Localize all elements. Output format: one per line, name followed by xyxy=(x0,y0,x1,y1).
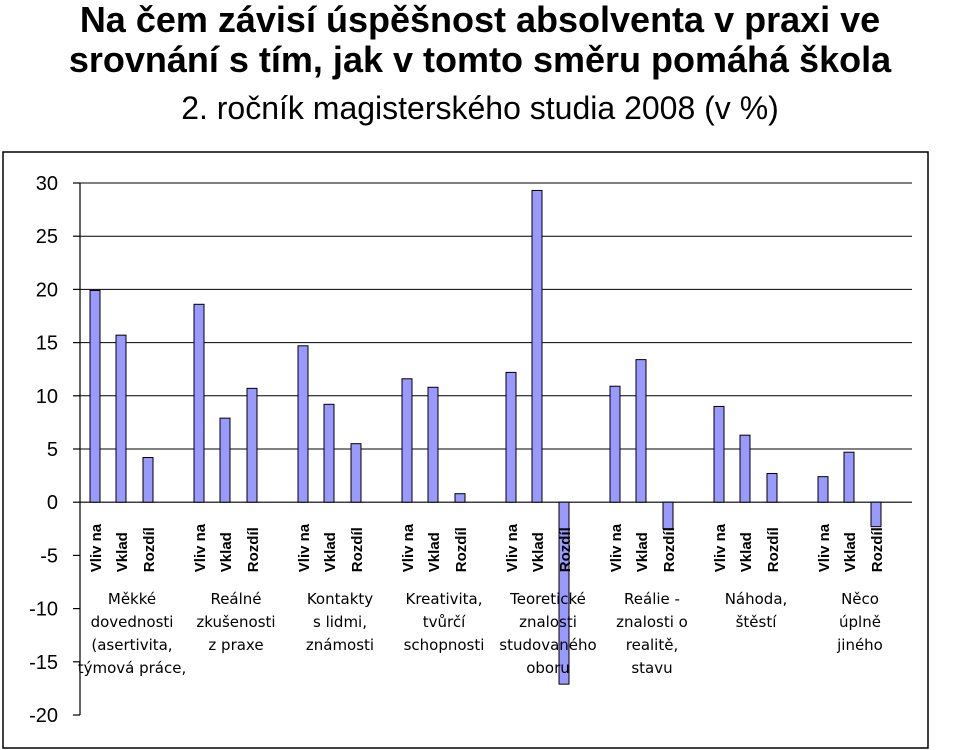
category-label-line: studovaného xyxy=(499,636,596,654)
category-label-line: tvůrčí xyxy=(423,613,466,631)
category-label-line: týmová práce, xyxy=(78,659,187,677)
category-label-line: z praxe xyxy=(208,636,263,654)
chart-title-line2: srovnání s tím, jak v tomto směru pomáhá… xyxy=(68,39,892,80)
series-label: Vklad xyxy=(426,532,443,572)
series-label: Rozdíl xyxy=(453,527,470,572)
category-label-line: štěstí xyxy=(736,613,778,631)
series-label: Vklad xyxy=(634,532,651,572)
series-label: Rozdíl xyxy=(141,527,158,572)
bar xyxy=(142,457,154,503)
bar xyxy=(89,289,101,503)
category-label-line: Teoretické xyxy=(509,590,586,608)
y-tick-label: -10 xyxy=(29,599,58,621)
bar xyxy=(427,386,439,503)
category-label-line: známosti xyxy=(306,636,374,654)
y-tick-label: 20 xyxy=(36,279,58,301)
category-label-line: Měkké xyxy=(108,590,156,608)
bar xyxy=(193,303,205,503)
y-tick-label: -20 xyxy=(29,705,58,727)
y-tick-label: 15 xyxy=(36,333,58,355)
category-label-line: úplně xyxy=(839,613,881,631)
category-label-line: realitě, xyxy=(626,636,678,654)
series-label: Rozdíl xyxy=(245,527,262,572)
category-label-line: Reálie - xyxy=(624,590,680,608)
bar xyxy=(246,387,258,503)
series-label: Rozdíl xyxy=(869,527,886,572)
series-label: Vklad xyxy=(738,532,755,572)
series-label: Vklad xyxy=(530,532,547,572)
series-label: Vklad xyxy=(842,532,859,572)
category-label-line: Kreativita, xyxy=(405,590,482,608)
y-tick-label: 25 xyxy=(36,226,58,248)
y-gridlines xyxy=(80,182,912,450)
category-label-line: jiného xyxy=(836,636,883,654)
bar xyxy=(713,405,725,503)
bar-labels: Vliv na Vklad Rozdíl Vliv na Vklad Rozdíl Vliv… xyxy=(88,523,886,572)
series-label: Vliv na xyxy=(608,523,625,572)
category-label-line: dovednosti xyxy=(91,613,174,631)
series-label: Vliv na xyxy=(504,523,521,572)
chart-title-line1: Na čem závisí úspěšnost absolventa v pra… xyxy=(79,0,881,40)
category-label-line: s lidmi, xyxy=(313,613,367,631)
bar xyxy=(766,472,778,503)
series-label: Vklad xyxy=(322,532,339,572)
y-tick-label: 0 xyxy=(47,492,58,514)
series-label: Vklad xyxy=(218,532,235,572)
category-label-line: stavu xyxy=(631,659,672,677)
series-label: Vliv na xyxy=(296,523,313,572)
bar xyxy=(350,443,362,503)
y-tick-label: 10 xyxy=(36,386,58,408)
bar xyxy=(739,434,751,503)
bar xyxy=(870,501,882,528)
bar xyxy=(454,493,466,503)
y-tick-label: 5 xyxy=(47,439,58,461)
bars xyxy=(89,189,882,685)
bar xyxy=(115,334,127,503)
category-label-line: Náhoda, xyxy=(725,590,788,608)
category-label-line: (asertivita, xyxy=(91,636,172,654)
bar xyxy=(505,371,517,503)
category-label-line: schopnosti xyxy=(404,636,485,654)
category-label-line: oboru xyxy=(526,659,570,677)
category-label-line: Něco xyxy=(841,590,879,608)
series-label: Vliv na xyxy=(712,523,729,572)
bar xyxy=(401,378,413,503)
series-label: Rozdíl xyxy=(349,527,366,572)
series-label: Rozdíl xyxy=(661,527,678,572)
bar xyxy=(635,359,647,503)
category-label-line: Kontakty xyxy=(307,590,373,608)
bar xyxy=(817,476,829,503)
bar xyxy=(558,501,570,685)
category-label-line: znalosti xyxy=(519,613,577,631)
category-label-line: zkušenosti xyxy=(196,613,275,631)
category-label-line: Reálné xyxy=(210,590,261,608)
series-label: Vliv na xyxy=(816,523,833,572)
bar xyxy=(297,345,309,503)
series-label: Vliv na xyxy=(400,523,417,572)
series-label: Vliv na xyxy=(88,523,105,572)
series-label: Vklad xyxy=(114,532,131,572)
series-label: Rozdíl xyxy=(557,527,574,572)
series-label: Rozdíl xyxy=(765,527,782,572)
bar xyxy=(531,189,543,503)
y-tick-label: 30 xyxy=(36,173,58,195)
category-labels: Měkké dovednosti (asertivita, týmová práce,… xyxy=(78,590,883,677)
chart-subtitle: 2. ročník magisterského studia 2008 (v %… xyxy=(181,90,779,126)
y-tick-label: -5 xyxy=(40,545,58,567)
series-label: Vliv na xyxy=(192,523,209,572)
chart-frame xyxy=(2,151,929,749)
y-tick-label: -15 xyxy=(29,652,58,674)
bar xyxy=(609,385,621,503)
bar xyxy=(219,417,231,503)
category-label-line: znalosti o xyxy=(616,613,688,631)
bar xyxy=(662,501,674,530)
bar xyxy=(323,403,335,503)
bar xyxy=(843,451,855,503)
